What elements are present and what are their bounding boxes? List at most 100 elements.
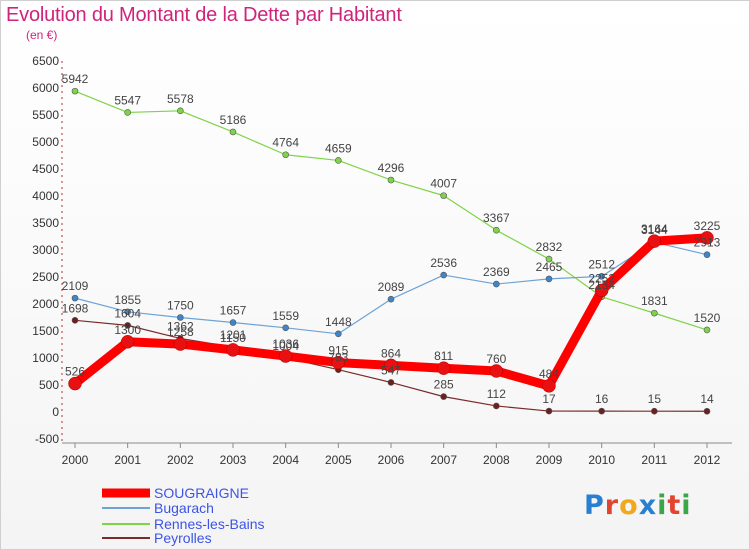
legend-label-peyrolles: Peyrolles <box>154 530 212 546</box>
data-label-rennes-les-bains: 5942 <box>62 72 89 86</box>
data-label-rennes-les-bains: 3367 <box>483 211 510 225</box>
data-point-bugarach <box>440 271 447 279</box>
logo-letter: x <box>638 490 658 521</box>
data-point-peyrolles <box>598 407 605 415</box>
data-point-rennes-les-bains <box>703 326 711 334</box>
data-label-bugarach: 2512 <box>588 257 615 271</box>
data-point-sougraigne <box>384 358 398 373</box>
data-point-bugarach <box>598 273 605 280</box>
x-tick-label: 2007 <box>430 453 457 467</box>
data-label-peyrolles: 1604 <box>114 306 141 320</box>
x-tick-label: 2000 <box>62 453 89 467</box>
data-labels: 5942 5547 5578 5186 4764 4659 4296 4007 3367 2832… <box>62 72 721 406</box>
data-label-peyrolles: 1698 <box>62 301 89 315</box>
data-point-sougraigne <box>436 361 451 375</box>
data-label-sougraigne: 484 <box>539 367 559 381</box>
data-point-sougraigne <box>594 283 609 298</box>
data-point-bugarach <box>229 319 237 326</box>
y-tick-label: 5000 <box>32 135 59 149</box>
data-label-peyrolles: 1201 <box>220 328 247 342</box>
y-tick-label: 2500 <box>32 270 59 284</box>
data-label-bugarach: 1657 <box>220 304 247 318</box>
data-label-rennes-les-bains: 4764 <box>272 136 299 150</box>
legend-label-sougraigne: SOUGRAIGNE <box>154 485 249 501</box>
data-point-sougraigne <box>700 231 714 245</box>
legend: SOUGRAIGNEBugarachRennes-les-BainsPeyrol… <box>102 485 265 546</box>
data-label-rennes-les-bains: 4296 <box>378 161 405 175</box>
x-tick-label: 2002 <box>167 453 194 467</box>
data-point-bugarach <box>387 295 395 303</box>
data-label-sougraigne: 1036 <box>272 337 299 351</box>
data-point-bugarach <box>124 308 131 316</box>
y-tick-label: 6000 <box>32 81 59 95</box>
data-point-rennes-les-bains <box>124 109 131 116</box>
y-tick-label: 4500 <box>32 162 59 176</box>
data-label-bugarach: 2109 <box>62 279 89 293</box>
data-point-rennes-les-bains <box>282 151 289 159</box>
data-label-peyrolles: 17 <box>542 392 556 406</box>
chart-subtitle: (en €) <box>26 28 58 42</box>
data-label-rennes-les-bains: 2134 <box>588 278 615 292</box>
data-label-bugarach: 1559 <box>272 309 299 323</box>
data-point-rennes-les-bains <box>545 255 553 263</box>
y-tick-label: 5500 <box>32 108 59 122</box>
y-tick-label: 0 <box>52 405 59 419</box>
data-label-sougraigne: 1300 <box>114 323 141 337</box>
data-label-sougraigne: 811 <box>434 349 453 363</box>
logo-letter: o <box>619 490 639 521</box>
data-point-rennes-les-bains <box>229 128 237 136</box>
data-point-peyrolles <box>493 402 500 410</box>
data-point-peyrolles <box>440 393 447 400</box>
data-label-peyrolles: 14 <box>700 392 714 406</box>
x-tick-label: 2004 <box>272 453 299 467</box>
data-label-sougraigne: 2252 <box>588 271 615 285</box>
data-label-sougraigne: 3164 <box>641 222 668 236</box>
legend-label-bugarach: Bugarach <box>154 500 214 516</box>
data-point-rennes-les-bains <box>387 176 395 184</box>
series-layer <box>68 87 714 415</box>
data-label-sougraigne: 915 <box>328 344 348 358</box>
data-point-sougraigne <box>647 234 662 248</box>
data-point-rennes-les-bains <box>651 309 658 317</box>
data-point-bugarach <box>282 324 289 332</box>
data-label-bugarach: 2913 <box>694 236 721 250</box>
x-tick-label: 2003 <box>220 453 247 467</box>
data-point-peyrolles <box>387 379 395 386</box>
x-tick-label: 2010 <box>588 453 615 467</box>
data-label-rennes-les-bains: 5578 <box>167 92 194 106</box>
logo-letter: i <box>681 490 692 521</box>
data-point-sougraigne <box>278 349 293 363</box>
data-point-bugarach <box>703 251 711 258</box>
data-point-sougraigne <box>331 355 346 370</box>
y-tick-label: 4000 <box>32 189 59 203</box>
legend-label-rennes-les-bains: Rennes-les-Bains <box>154 516 265 532</box>
logo-letter: t <box>667 490 682 521</box>
logo-letter: i <box>657 490 668 521</box>
data-label-rennes-les-bains: 1520 <box>694 311 721 325</box>
data-label-rennes-les-bains: 1831 <box>641 294 668 308</box>
data-label-peyrolles: 1362 <box>167 319 194 333</box>
data-point-rennes-les-bains <box>71 87 79 95</box>
data-point-bugarach <box>335 330 342 338</box>
data-label-sougraigne: 760 <box>486 352 506 366</box>
x-tick-label: 2001 <box>114 453 141 467</box>
x-tick-label: 2009 <box>536 453 563 467</box>
y-tick-label: 1000 <box>32 351 59 365</box>
data-point-peyrolles <box>703 407 711 415</box>
data-label-sougraigne: 1258 <box>167 325 194 339</box>
data-label-bugarach: 2369 <box>483 265 510 279</box>
data-label-peyrolles: 783 <box>328 351 348 365</box>
x-tick-label: 2011 <box>641 453 667 467</box>
data-label-sougraigne: 864 <box>381 346 401 360</box>
data-point-sougraigne <box>489 364 504 378</box>
data-label-sougraigne: 3225 <box>694 219 721 233</box>
y-tick-label: -500 <box>35 432 59 446</box>
data-point-peyrolles <box>71 317 79 324</box>
y-tick-label: 2000 <box>32 297 59 311</box>
data-point-bugarach <box>545 275 553 283</box>
data-point-rennes-les-bains <box>177 107 184 115</box>
data-label-peyrolles: 16 <box>595 392 609 406</box>
data-point-rennes-les-bains <box>335 157 342 164</box>
data-label-bugarach: 2089 <box>378 280 405 294</box>
